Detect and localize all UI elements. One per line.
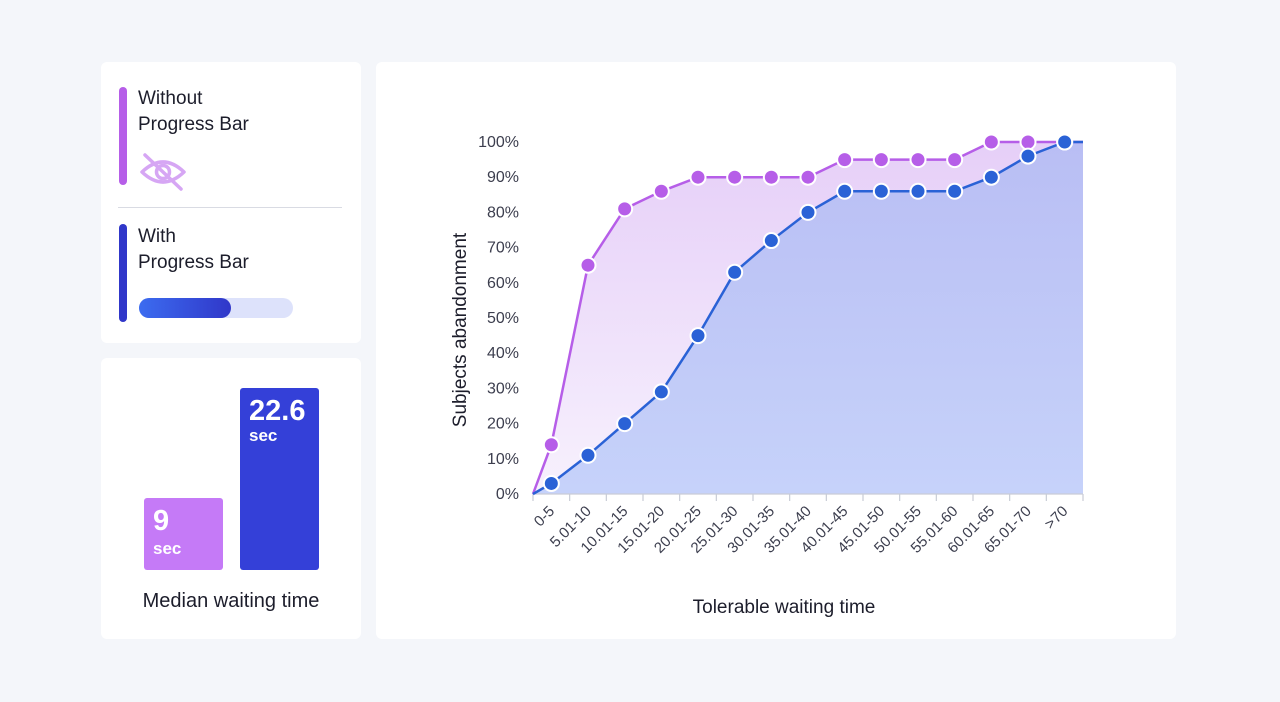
x-tick-labels: 0-55.01-1010.01-1515.01-2020.01-2525.01-…	[531, 503, 1072, 557]
progress-bar-icon	[139, 298, 293, 318]
point-with	[872, 182, 890, 200]
x-axis-label: Tolerable waiting time	[693, 597, 876, 618]
x-tick-label: 0-5	[531, 503, 558, 530]
with-legend-label: With Progress Bar	[138, 226, 249, 273]
y-tick-label: 70%	[487, 240, 519, 257]
point-without	[872, 151, 890, 169]
chart-card: 0% 10% 20% 30% 40% 50% 60% 70% 80% 90% 100% 0-5 5.0…	[376, 62, 1176, 639]
y-tick-label: 100%	[478, 134, 519, 151]
without-legend-bar	[119, 87, 127, 185]
without-legend-label: Without Progress Bar	[138, 88, 249, 135]
y-tick-label: 10%	[487, 451, 519, 468]
point-with	[689, 327, 707, 345]
point-with	[542, 474, 560, 492]
point-with	[799, 203, 817, 221]
median-bar-without: 9 sec	[144, 498, 223, 570]
point-with	[946, 182, 964, 200]
y-tick-labels: 0% 10% 20% 30% 40% 50% 60% 70% 80% 90% 100%	[478, 134, 519, 503]
y-tick-label: 80%	[487, 204, 519, 221]
point-with	[616, 415, 634, 433]
point-with	[836, 182, 854, 200]
x-tick-label: >70	[1041, 503, 1071, 533]
point-with	[1019, 147, 1037, 165]
progress-bar-fill	[139, 298, 232, 318]
legend-card: Without Progress Bar With Progress Bar	[101, 62, 361, 343]
with-legend-bar	[119, 224, 127, 322]
point-without	[909, 151, 927, 169]
median-bar-with: 22.6 sec	[240, 388, 319, 570]
y-tick-label: 20%	[487, 416, 519, 433]
y-tick-label: 30%	[487, 380, 519, 397]
y-tick-label: 0%	[496, 486, 519, 503]
y-tick-label: 40%	[487, 345, 519, 362]
point-with	[762, 232, 780, 250]
point-with	[579, 446, 597, 464]
median-with-unit: sec	[249, 426, 278, 445]
y-tick-label: 50%	[487, 310, 519, 327]
median-without-unit: sec	[153, 539, 182, 558]
point-with	[982, 168, 1000, 186]
point-with	[652, 383, 670, 401]
point-with	[726, 263, 744, 281]
point-without	[982, 133, 1000, 151]
point-without	[799, 168, 817, 186]
area-with	[533, 142, 1083, 494]
point-without	[542, 436, 560, 454]
point-without	[652, 182, 670, 200]
median-without-value: 9	[153, 505, 170, 537]
legend-divider	[118, 207, 342, 208]
y-tick-label: 60%	[487, 275, 519, 292]
point-with	[909, 182, 927, 200]
point-without	[762, 168, 780, 186]
point-without	[616, 200, 634, 218]
median-card: 9 sec 22.6 sec Median waiting time	[101, 358, 361, 639]
point-without	[579, 256, 597, 274]
median-title: Median waiting time	[142, 590, 320, 612]
eye-slash-icon	[138, 150, 188, 194]
point-without	[726, 168, 744, 186]
y-axis-label: Subjects abandonment	[450, 232, 471, 427]
point-without	[836, 151, 854, 169]
chart-axes	[532, 493, 1084, 501]
point-with	[1056, 133, 1074, 151]
point-without	[946, 151, 964, 169]
abandonment-chart: 0% 10% 20% 30% 40% 50% 60% 70% 80% 90% 100% 0-55.0…	[450, 133, 1084, 618]
data-points	[542, 133, 1074, 492]
y-tick-label: 90%	[487, 169, 519, 186]
median-with-value: 22.6	[249, 395, 306, 427]
point-without	[689, 168, 707, 186]
point-without	[1019, 133, 1037, 151]
